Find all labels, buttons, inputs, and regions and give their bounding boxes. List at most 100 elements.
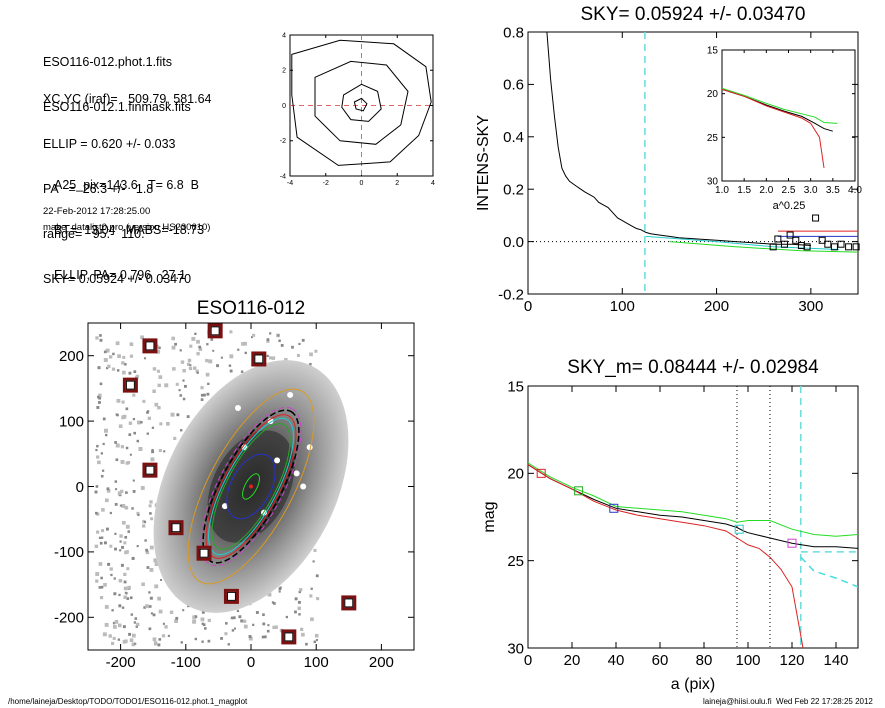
x-tick-label: 80 — [696, 652, 713, 669]
background-noise — [106, 366, 109, 370]
background-noise — [134, 617, 138, 620]
background-noise — [128, 433, 132, 437]
y-tick-label: 0 — [282, 103, 286, 110]
info-line: SKY= 0.05924 +/- 0.03470 — [43, 272, 192, 286]
x-tick-label: 20 — [564, 652, 581, 669]
masked-star — [234, 405, 241, 412]
sky-sample-point — [845, 243, 853, 251]
background-noise — [182, 609, 185, 612]
background-noise — [133, 621, 137, 624]
background-noise — [121, 361, 125, 365]
y-tick-label: 25 — [507, 553, 524, 570]
profile-marker — [609, 503, 619, 513]
background-noise — [229, 369, 233, 373]
background-noise — [107, 562, 111, 566]
background-noise — [112, 621, 116, 625]
x-tick-label: 140 — [823, 652, 848, 669]
background-noise — [297, 606, 301, 611]
sky-box-inner — [344, 598, 354, 608]
x-tick-label: 3.5 — [826, 185, 840, 196]
background-noise — [145, 604, 149, 609]
background-noise — [316, 597, 320, 601]
background-noise — [121, 370, 126, 375]
background-noise — [125, 446, 129, 450]
sky-box-inner — [199, 548, 209, 558]
sky-sample-point — [803, 243, 811, 251]
background-noise — [224, 632, 228, 636]
contour-plot: -4 -2 0 2 4 -4 -2 0 2 4 — [280, 32, 435, 187]
background-noise — [125, 592, 128, 595]
background-noise — [162, 622, 165, 625]
background-noise — [192, 619, 197, 624]
background-noise — [100, 474, 104, 478]
background-noise — [120, 459, 125, 464]
background-noise — [240, 370, 244, 373]
background-noise — [204, 627, 207, 630]
background-noise — [266, 339, 270, 343]
background-noise — [100, 576, 103, 580]
background-noise — [231, 629, 235, 632]
x-tick-label: -4 — [287, 180, 293, 187]
background-noise — [102, 632, 107, 637]
inset-profile-green — [722, 87, 838, 124]
y-tick-label: 0.6 — [503, 77, 524, 94]
isophote-ellipse — [202, 409, 300, 564]
info-line: A25_pix=143.6 T= 6.8 B — [54, 178, 200, 192]
background-noise — [136, 511, 140, 515]
y-axis-label: mag — [481, 501, 498, 532]
background-noise — [182, 397, 186, 401]
footer-path: /home/laineja/Desktop/TODO/TODO1/ESO116-… — [8, 697, 248, 706]
background-noise — [176, 413, 180, 417]
sky-box-inner — [284, 632, 294, 642]
background-noise — [220, 356, 223, 359]
background-noise — [314, 633, 319, 638]
sky-box — [142, 338, 158, 354]
background-noise — [123, 580, 127, 584]
background-noise — [130, 613, 133, 616]
background-noise — [98, 396, 102, 400]
background-noise — [252, 333, 256, 337]
background-noise — [202, 623, 206, 627]
background-noise — [207, 382, 210, 386]
background-noise — [118, 578, 123, 583]
background-noise — [238, 615, 242, 619]
background-noise — [216, 364, 220, 368]
background-noise — [262, 613, 265, 617]
sky-box — [122, 377, 138, 393]
y-tick-label: 0.0 — [503, 234, 524, 251]
background-noise — [151, 450, 155, 454]
background-noise — [95, 579, 99, 583]
background-noise — [153, 641, 158, 645]
background-noise — [172, 367, 176, 371]
background-noise — [115, 458, 119, 462]
background-noise — [200, 386, 204, 390]
background-noise — [142, 519, 146, 524]
y-tick-label: 30 — [507, 640, 524, 657]
background-noise — [149, 596, 153, 600]
background-noise — [267, 592, 272, 597]
background-noise — [99, 334, 102, 337]
background-noise — [179, 349, 182, 352]
background-noise — [119, 540, 122, 543]
background-noise — [243, 341, 247, 346]
background-noise — [300, 627, 304, 631]
background-noise — [116, 369, 120, 372]
background-noise — [241, 342, 245, 346]
sky-box-inner — [254, 354, 264, 364]
background-noise — [159, 422, 163, 426]
y-tick-label: 0.4 — [503, 129, 524, 146]
sky-box — [196, 545, 212, 561]
x-tick-label: 40 — [608, 652, 625, 669]
background-noise — [273, 602, 276, 605]
background-noise — [212, 349, 215, 352]
background-noise — [206, 343, 209, 346]
background-noise — [123, 586, 128, 591]
magnitude-line — [528, 464, 804, 648]
background-noise — [157, 383, 161, 388]
x-tick-label: 100 — [610, 298, 635, 315]
background-noise — [152, 613, 156, 617]
background-noise — [114, 620, 119, 624]
background-noise — [156, 349, 161, 354]
info-line: ELLIP, PA= 0.796 27.1 — [54, 268, 186, 282]
background-noise — [195, 369, 199, 373]
